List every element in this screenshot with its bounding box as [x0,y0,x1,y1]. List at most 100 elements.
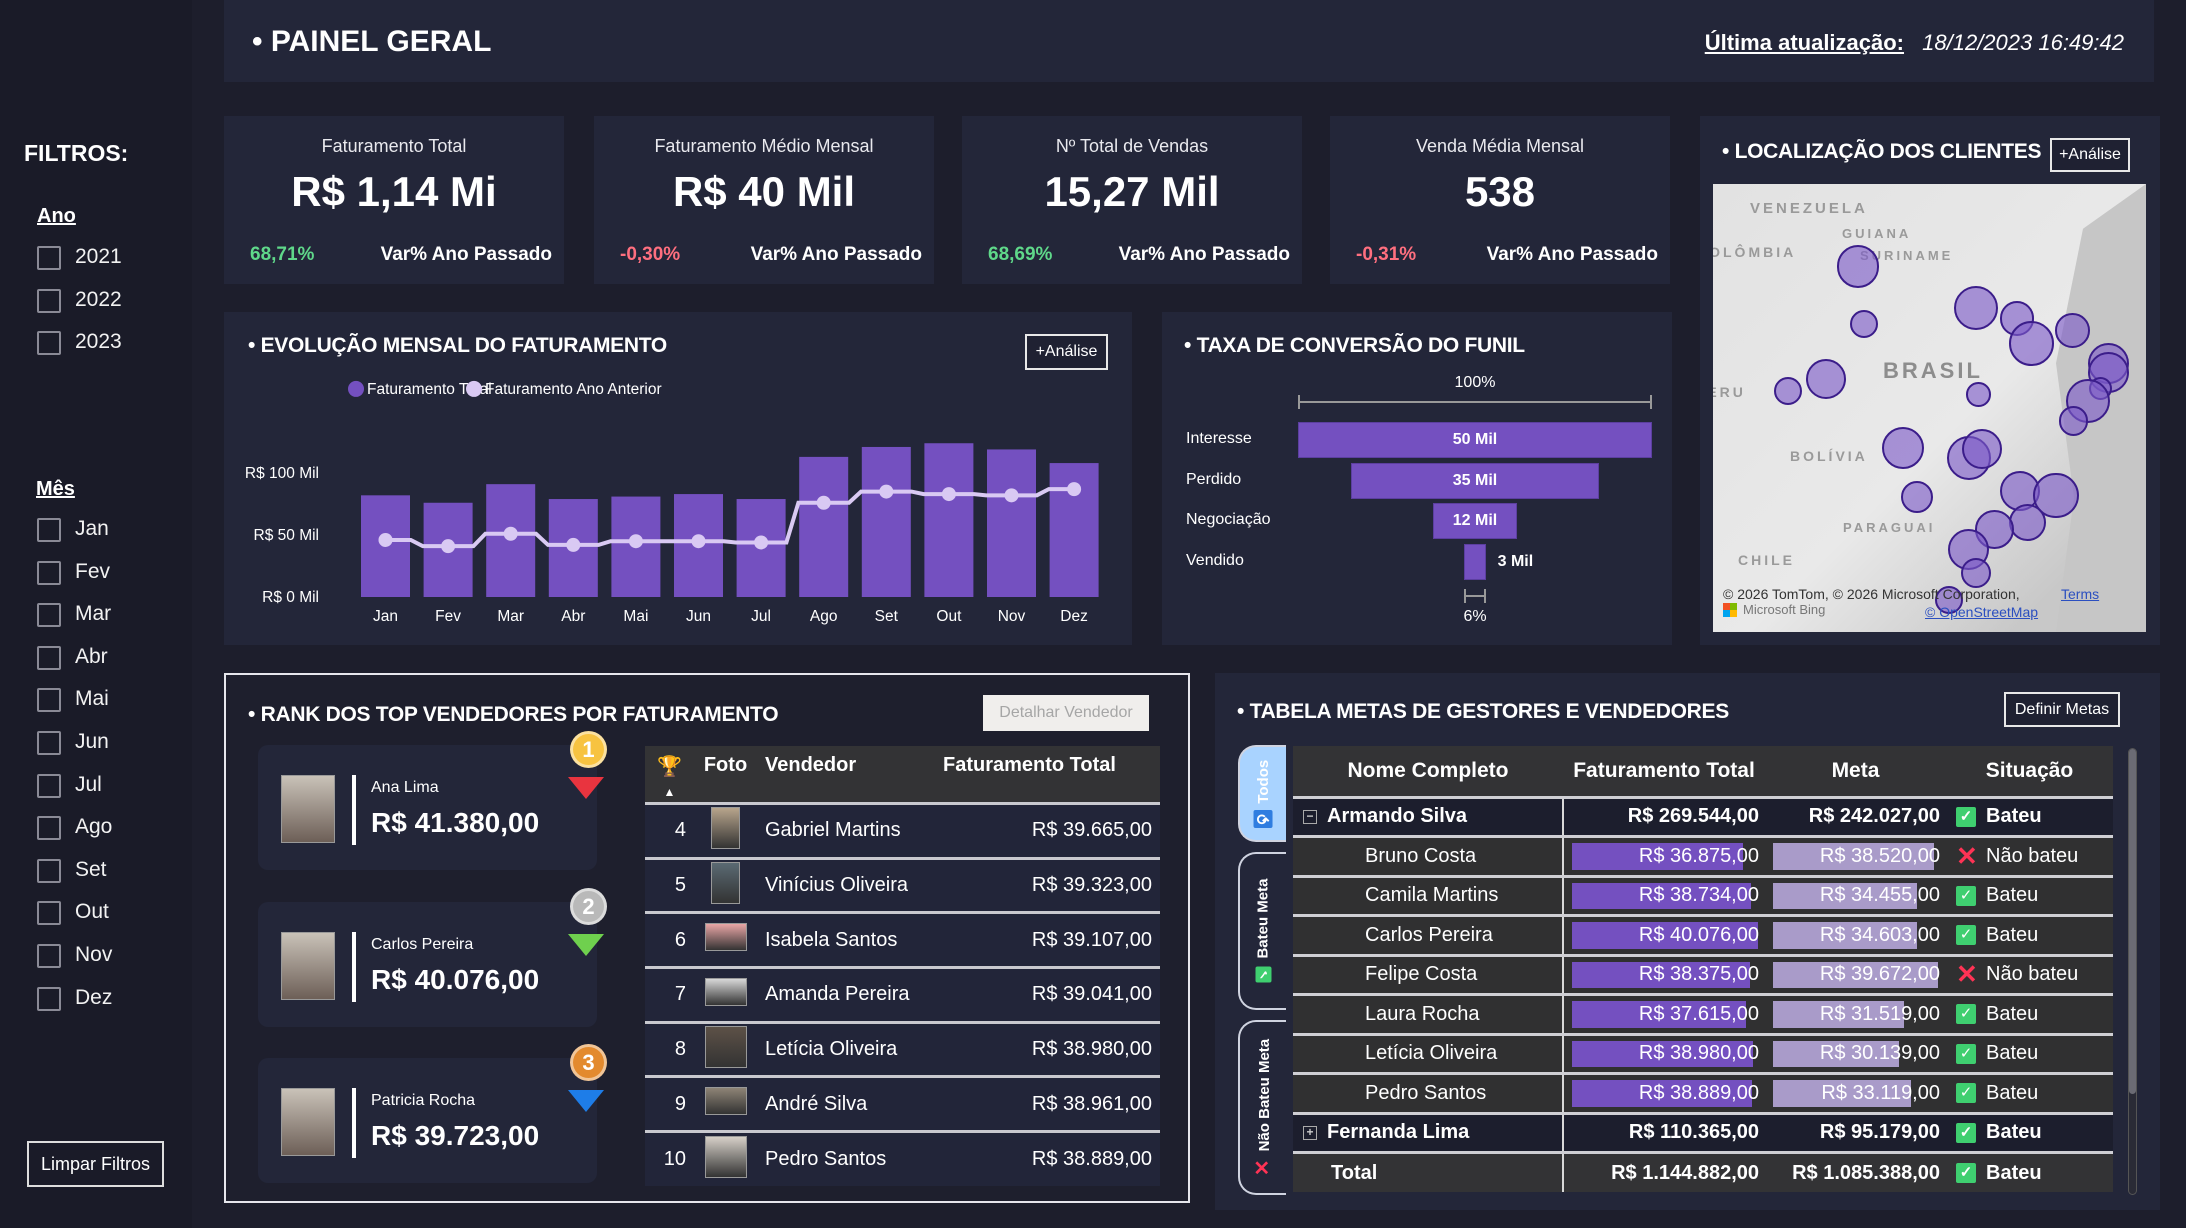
table-row[interactable]: 4 Gabriel Martins R$ 39.665,00 [645,802,1160,859]
top-seller-card[interactable]: Patricia Rocha R$ 39.723,00 [258,1058,597,1183]
customer-location-bubble[interactable] [2059,406,2089,436]
funnel-bar[interactable] [1464,543,1486,580]
year-option-label[interactable]: 2023 [75,330,122,353]
map-terms-link[interactable]: Terms [2061,586,2100,602]
collapse-icon[interactable]: − [1303,809,1317,824]
month-checkbox[interactable] [37,901,61,926]
seller-row[interactable]: Carlos Pereira R$ 40.076,00 R$ 34.603,00 ✓ B… [1293,915,2113,957]
seller-column-header[interactable]: Vendedor [757,746,931,804]
tab-nao-bateu-meta[interactable]: ✕ Não Bateu Meta [1238,1020,1286,1195]
month-option-label[interactable]: Mai [75,687,109,711]
month-option-label[interactable]: Nov [75,943,113,966]
photo-column-header[interactable]: Foto [694,746,757,804]
expand-icon[interactable]: + [1303,1125,1317,1140]
table-row[interactable]: 5 Vinícius Oliveira R$ 39.323,00 [645,856,1160,913]
month-option-label[interactable]: Out [75,900,109,924]
osm-link[interactable]: © OpenStreetMap [1925,604,2039,620]
previous-year-point[interactable] [941,487,956,502]
customer-location-bubble[interactable] [1966,382,1991,407]
month-checkbox[interactable] [37,858,61,883]
previous-year-point[interactable] [503,526,518,541]
revenue-bar[interactable] [987,449,1036,597]
customer-location-bubble[interactable] [1954,285,1998,330]
month-checkbox[interactable] [37,560,61,585]
funnel-bar[interactable] [1432,503,1518,539]
tab-bateu-meta[interactable]: ✓ Bateu Meta [1238,852,1286,1010]
revenue-column-header[interactable]: Faturamento Total [931,746,1160,804]
detail-seller-button[interactable]: Detalhar Vendedor [983,695,1149,731]
month-checkbox[interactable] [37,603,61,628]
month-option-label[interactable]: Jun [75,730,109,753]
year-checkbox[interactable] [37,331,61,355]
customer-location-bubble[interactable] [1962,429,2003,469]
seller-row[interactable]: Bruno Costa R$ 36.875,00 R$ 38.520,00 ✕ Não … [1293,836,2113,878]
table-row[interactable]: 8 Letícia Oliveira R$ 38.980,00 [645,1020,1160,1077]
month-option-label[interactable]: Jul [75,772,102,796]
month-checkbox[interactable] [37,816,61,841]
revenue-bar[interactable] [924,443,974,597]
customer-location-bubble[interactable] [1881,426,1924,469]
previous-year-point[interactable] [754,535,769,550]
customer-map[interactable]: VENEZUELA GUIANA SURINAME COLÔMBIA BRASI… [1713,184,2146,632]
month-option-label[interactable]: Jan [75,517,109,540]
revenue-column-header[interactable]: Faturamento Total [1563,746,1765,799]
month-option-label[interactable]: Set [75,857,107,881]
seller-row[interactable]: Felipe Costa R$ 38.375,00 R$ 39.672,00 ✕ Não… [1293,955,2113,996]
revenue-bar[interactable] [799,456,849,597]
year-option-label[interactable]: 2022 [75,287,122,311]
seller-row[interactable]: Pedro Santos R$ 38.889,00 R$ 33.119,00 ✓ Bat… [1293,1073,2113,1115]
chart-analysis-button[interactable]: +Análise [1025,334,1108,370]
table-row[interactable]: 6 Isabela Santos R$ 39.107,00 [645,911,1160,968]
month-checkbox[interactable] [37,645,61,670]
customer-location-bubble[interactable] [1806,359,1847,400]
customer-location-bubble[interactable] [1850,310,1879,339]
top-seller-card[interactable]: Carlos Pereira R$ 40.076,00 [258,902,597,1027]
customer-location-bubble[interactable] [2009,321,2054,366]
funnel-bar[interactable] [1351,462,1599,499]
month-option-label[interactable]: Mar [75,602,112,626]
month-option-label[interactable]: Fev [75,559,111,583]
month-checkbox[interactable] [37,688,61,713]
month-checkbox[interactable] [37,986,61,1011]
total-row[interactable]: Total R$ 1.144.882,00 R$ 1.085.388,00 ✓ Bate… [1293,1152,2113,1192]
month-option-label[interactable]: Dez [75,985,113,1009]
previous-year-point[interactable] [1067,482,1082,497]
previous-year-point[interactable] [378,532,393,547]
month-checkbox[interactable] [37,518,61,542]
table-row[interactable]: 10 Pedro Santos R$ 38.889,00 [645,1130,1160,1187]
scrollbar-thumb[interactable] [2129,749,2136,1094]
previous-year-point[interactable] [566,537,581,552]
month-checkbox[interactable] [37,944,61,968]
month-checkbox[interactable] [37,731,61,755]
previous-year-point[interactable] [628,534,643,549]
top-seller-card[interactable]: Ana Lima R$ 41.380,00 [258,745,597,870]
seller-row[interactable]: Letícia Oliveira R$ 38.980,00 R$ 30.139,00… [1293,1034,2113,1075]
revenue-bar[interactable] [861,446,911,597]
previous-year-point[interactable] [1004,488,1019,503]
manager-row[interactable]: + Fernanda Lima R$ 110.365,00 R$ 95.179,00 ✓… [1293,1113,2113,1154]
customer-location-bubble[interactable] [2055,313,2090,348]
goal-column-header[interactable]: Meta [1765,746,1946,799]
manager-row[interactable]: − Armando Silva R$ 269.544,00 R$ 242.027,00… [1293,797,2113,838]
status-column-header[interactable]: Situação [1946,746,2113,799]
month-option-label[interactable]: Ago [75,815,113,839]
year-checkbox[interactable] [37,288,61,313]
map-analysis-button[interactable]: +Análise [2050,138,2130,172]
customer-location-bubble[interactable] [1836,245,1880,288]
month-checkbox[interactable] [37,773,61,798]
seller-row[interactable]: Camila Martins R$ 38.734,00 R$ 34.455,00 ✓ B… [1293,876,2113,917]
month-option-label[interactable]: Abr [75,644,108,668]
previous-year-point[interactable] [691,534,706,549]
customer-location-bubble[interactable] [1960,558,1991,589]
year-checkbox[interactable] [37,246,61,270]
customer-location-bubble[interactable] [1774,377,1803,406]
table-row[interactable]: 7 Amanda Pereira R$ 39.041,00 [645,966,1160,1023]
set-goals-button[interactable]: Definir Metas [2004,692,2120,727]
name-column-header[interactable]: Nome Completo [1293,746,1563,799]
year-option-label[interactable]: 2021 [75,245,122,268]
customer-location-bubble[interactable] [1935,586,1964,614]
customer-location-bubble[interactable] [2009,504,2047,542]
previous-year-point[interactable] [879,484,894,499]
customer-location-bubble[interactable] [1900,480,1933,513]
tab-todos[interactable]: ⟲ Todos [1238,745,1286,842]
